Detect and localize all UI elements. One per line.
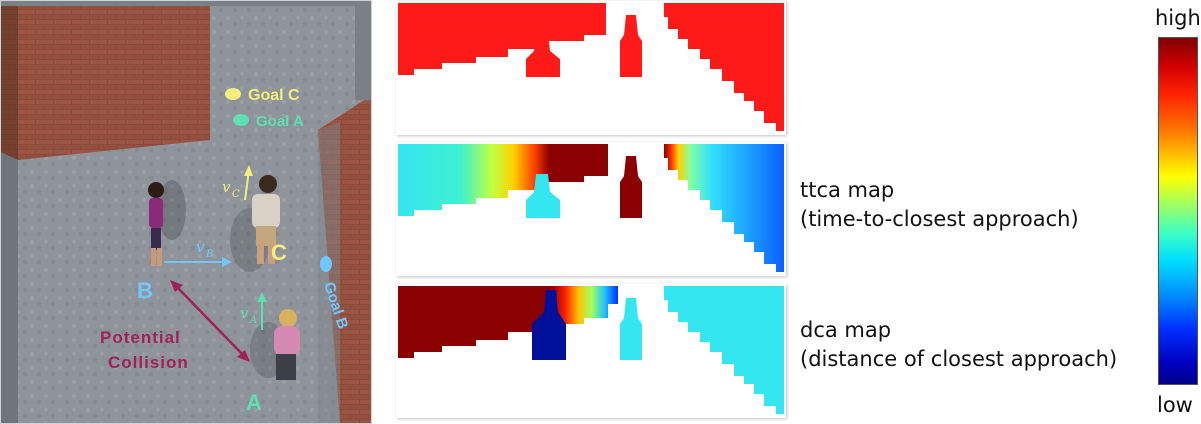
ttca-map-subtitle: (time-to-closest approach) bbox=[800, 207, 1079, 231]
goal-a-marker bbox=[233, 114, 249, 126]
ttca-map-title: ttca map bbox=[800, 178, 895, 202]
velocity-vector-a: v A bbox=[240, 292, 267, 330]
dca-right-wall bbox=[664, 286, 784, 414]
svg-text:B: B bbox=[205, 249, 213, 260]
agent-c-label: C bbox=[271, 240, 287, 265]
goal-a-label: Goal A bbox=[256, 113, 304, 130]
dca-map-subtitle: (distance of closest approach) bbox=[800, 347, 1118, 371]
agent-b-figure bbox=[148, 180, 186, 266]
velocity-vector-c: v C bbox=[222, 165, 253, 201]
right-wall-region bbox=[664, 3, 784, 131]
colorbar-gradient bbox=[1158, 37, 1198, 385]
left-wall-region bbox=[398, 3, 606, 75]
svg-text:C: C bbox=[232, 189, 240, 200]
agent-center-region bbox=[620, 15, 642, 77]
goal-b-marker bbox=[320, 256, 332, 272]
agent-a-figure bbox=[250, 309, 300, 380]
svg-text:v: v bbox=[222, 178, 231, 196]
agent-b-label: B bbox=[137, 278, 153, 303]
potential-collision-arrow bbox=[170, 280, 250, 362]
svg-text:v: v bbox=[196, 238, 205, 256]
collision-label-line1: Potential bbox=[100, 328, 181, 347]
collision-label-line2: Collision bbox=[108, 353, 189, 372]
svg-text:A: A bbox=[249, 315, 257, 326]
ttca-right-wall bbox=[664, 144, 784, 272]
ttca-agent-left bbox=[526, 174, 560, 218]
ttca-map-panel bbox=[396, 142, 786, 276]
ttca-agent-center bbox=[620, 156, 642, 218]
agent-left-region bbox=[526, 33, 560, 77]
dca-agent-left bbox=[532, 290, 566, 360]
dca-agent-center bbox=[620, 298, 642, 360]
svg-text:v: v bbox=[240, 304, 249, 322]
colorbar-low-label: low bbox=[1157, 393, 1193, 417]
dca-left-wall bbox=[398, 286, 618, 358]
dca-map-title: dca map bbox=[800, 318, 892, 342]
agent-c-figure bbox=[230, 175, 280, 272]
depth-map-panel bbox=[396, 1, 786, 135]
goal-c-label: Goal C bbox=[248, 87, 300, 104]
colorbar-high-label: high bbox=[1155, 6, 1201, 30]
ttca-left-wall bbox=[398, 144, 608, 216]
dca-map-panel bbox=[396, 284, 786, 418]
goal-c-marker bbox=[225, 88, 241, 100]
agent-a-label: A bbox=[246, 390, 262, 415]
velocity-vector-b: v B bbox=[164, 238, 232, 267]
crowd-scene-illustration: Goal C Goal A Goal B v C v B bbox=[0, 0, 372, 424]
